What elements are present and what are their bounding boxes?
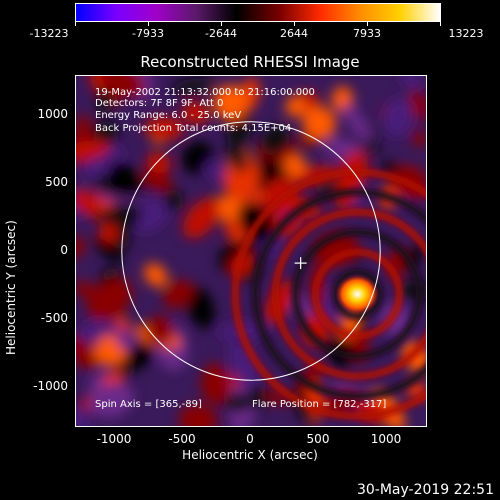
x-tick-label: 1000	[370, 432, 402, 446]
colorbar-tick-label: -7933	[132, 27, 164, 40]
y-tick-label: -500	[40, 311, 68, 325]
emission-blob	[383, 97, 414, 138]
info-detectors: Detectors: 7F 8F 9F, Att 0	[95, 98, 224, 109]
x-tick-label: -1000	[96, 432, 132, 446]
colorbar-tick-label: -13223	[29, 27, 69, 40]
emission-blob	[115, 331, 135, 350]
emission-blob	[408, 89, 426, 121]
info-energy-range: Energy Range: 6.0 - 25.0 keV	[95, 110, 242, 121]
emission-pattern	[76, 76, 426, 426]
y-tick-label: 1000	[37, 107, 68, 121]
y-tick-label: 0	[60, 243, 68, 257]
emission-blob	[146, 315, 175, 346]
emission-blob	[342, 103, 373, 143]
timestamp: 30-May-2019 22:51	[356, 482, 494, 498]
x-axis-label: Heliocentric X (arcsec)	[182, 448, 318, 462]
emission-blob	[187, 286, 215, 329]
emission-blob	[223, 393, 252, 413]
emission-blob	[204, 160, 228, 182]
emission-blob	[181, 101, 210, 125]
emission-ring	[291, 228, 423, 360]
emission-blob	[399, 76, 422, 90]
emission-blob	[76, 335, 98, 370]
emission-blob	[163, 189, 184, 211]
y-tick-label: 500	[45, 175, 68, 189]
colorbar-tick-label: 7933	[353, 27, 381, 40]
flare-position-label: Flare Position = [782,-317]	[252, 399, 387, 410]
emission-blob	[76, 407, 91, 426]
image-plot-area	[75, 75, 427, 427]
emission-blob	[261, 125, 290, 156]
emission-blob	[101, 76, 146, 98]
x-tick-label: 0	[246, 432, 254, 446]
emission-blob	[162, 279, 194, 309]
info-time-range: 19-May-2002 21:13:32.000 to 21:16:00.000	[95, 87, 315, 98]
emission-blob	[223, 157, 260, 201]
colorbar-tick-label: 2644	[280, 27, 308, 40]
emission-blob	[226, 118, 252, 144]
colorbar-tick	[440, 22, 441, 26]
emission-blob	[179, 404, 218, 426]
emission-blob	[93, 121, 119, 146]
emission-blob	[108, 162, 143, 199]
emission-blob	[93, 238, 124, 263]
colorbar-tick	[367, 22, 368, 26]
emission-blob	[76, 140, 111, 161]
emission-blob	[76, 280, 98, 300]
colorbar	[75, 3, 441, 22]
x-tick-label: 500	[306, 432, 330, 446]
emission-blob	[401, 341, 426, 373]
emission-blob	[144, 263, 168, 287]
emission-ring	[271, 208, 426, 380]
emission-blob	[302, 106, 336, 140]
emission-blob	[98, 222, 118, 245]
image-title: Reconstructed RHESSI Image	[140, 53, 360, 71]
emission-blob	[283, 154, 307, 177]
info-method-counts: Back Projection Total counts: 4.15E+04	[95, 123, 292, 134]
emission-blob	[227, 142, 248, 172]
emission-blob	[96, 86, 114, 114]
emission-ring	[231, 168, 426, 420]
spin-axis-label: Spin Axis = [365,-89]	[95, 399, 202, 410]
y-axis-label: Heliocentric Y (arcsec)	[4, 220, 18, 355]
emission-blob	[200, 363, 231, 405]
colorbar-tick	[75, 22, 76, 26]
emission-blob	[183, 197, 220, 239]
emission-blob	[171, 78, 214, 93]
emission-blob	[76, 236, 85, 259]
spin-axis-marker	[294, 257, 307, 270]
colorbar-tick-label: -2644	[205, 27, 237, 40]
emission-blob	[264, 279, 296, 324]
emission-blob	[142, 168, 172, 193]
colorbar-tick	[221, 22, 222, 26]
colorbar-tick	[148, 22, 149, 26]
emission-ring	[311, 248, 403, 340]
emission-blob	[87, 278, 133, 322]
emission-blob	[133, 196, 171, 233]
x-tick-label: -500	[168, 432, 196, 446]
solar-image	[76, 76, 426, 426]
colorbar-tick	[294, 22, 295, 26]
emission-blob	[285, 95, 306, 118]
emission-blob	[89, 382, 135, 418]
emission-blob	[213, 84, 249, 121]
emission-blob	[263, 390, 290, 406]
y-tick-label: -1000	[33, 379, 68, 393]
colorbar-tick-label: 13223	[448, 27, 484, 40]
emission-blob	[144, 116, 184, 141]
emission-blob	[411, 130, 426, 147]
solar-limb-circle	[121, 121, 381, 381]
emission-ring	[251, 188, 426, 400]
